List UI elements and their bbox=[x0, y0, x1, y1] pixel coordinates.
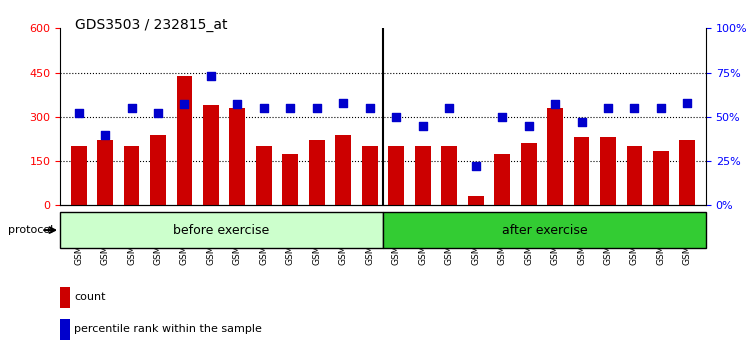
Text: GDS3503 / 232815_at: GDS3503 / 232815_at bbox=[75, 18, 228, 32]
Bar bbox=[150, 135, 166, 205]
Bar bbox=[626, 146, 642, 205]
Bar bbox=[176, 75, 192, 205]
Point bbox=[575, 119, 587, 125]
Point bbox=[629, 105, 641, 111]
Point bbox=[469, 164, 481, 169]
Text: protocol: protocol bbox=[8, 225, 53, 235]
Point bbox=[311, 105, 323, 111]
Point bbox=[443, 105, 455, 111]
Point bbox=[258, 105, 270, 111]
Bar bbox=[60, 287, 70, 308]
Point bbox=[73, 110, 85, 116]
Point bbox=[417, 123, 429, 129]
Point bbox=[152, 110, 164, 116]
Text: count: count bbox=[74, 292, 106, 302]
Bar bbox=[415, 146, 430, 205]
Point bbox=[523, 123, 535, 129]
FancyBboxPatch shape bbox=[60, 212, 383, 248]
Point bbox=[285, 105, 297, 111]
Bar bbox=[653, 151, 669, 205]
Point bbox=[179, 102, 191, 107]
Text: percentile rank within the sample: percentile rank within the sample bbox=[74, 324, 262, 334]
Bar bbox=[124, 146, 140, 205]
Bar bbox=[97, 141, 113, 205]
Bar bbox=[388, 146, 404, 205]
Point bbox=[549, 102, 561, 107]
Text: before exercise: before exercise bbox=[173, 224, 270, 236]
Bar bbox=[71, 146, 86, 205]
Bar bbox=[468, 196, 484, 205]
Point bbox=[231, 102, 243, 107]
Point bbox=[391, 114, 403, 120]
Point bbox=[125, 105, 137, 111]
Bar bbox=[362, 146, 378, 205]
Bar bbox=[574, 137, 590, 205]
Bar bbox=[309, 141, 324, 205]
Point bbox=[681, 100, 693, 105]
Bar bbox=[600, 137, 616, 205]
Point bbox=[496, 114, 508, 120]
Bar bbox=[442, 146, 457, 205]
Point bbox=[602, 105, 614, 111]
Bar bbox=[336, 135, 351, 205]
Point bbox=[363, 105, 376, 111]
Bar bbox=[520, 143, 536, 205]
Point bbox=[655, 105, 667, 111]
Point bbox=[337, 100, 349, 105]
Text: after exercise: after exercise bbox=[502, 224, 587, 236]
Bar bbox=[547, 108, 563, 205]
Point bbox=[99, 132, 111, 137]
Point bbox=[205, 73, 217, 79]
Bar bbox=[282, 154, 298, 205]
Bar bbox=[60, 319, 70, 340]
Bar bbox=[256, 146, 272, 205]
Bar bbox=[230, 108, 246, 205]
Bar bbox=[203, 105, 219, 205]
Bar bbox=[494, 154, 510, 205]
Bar bbox=[680, 141, 695, 205]
FancyBboxPatch shape bbox=[383, 212, 706, 248]
